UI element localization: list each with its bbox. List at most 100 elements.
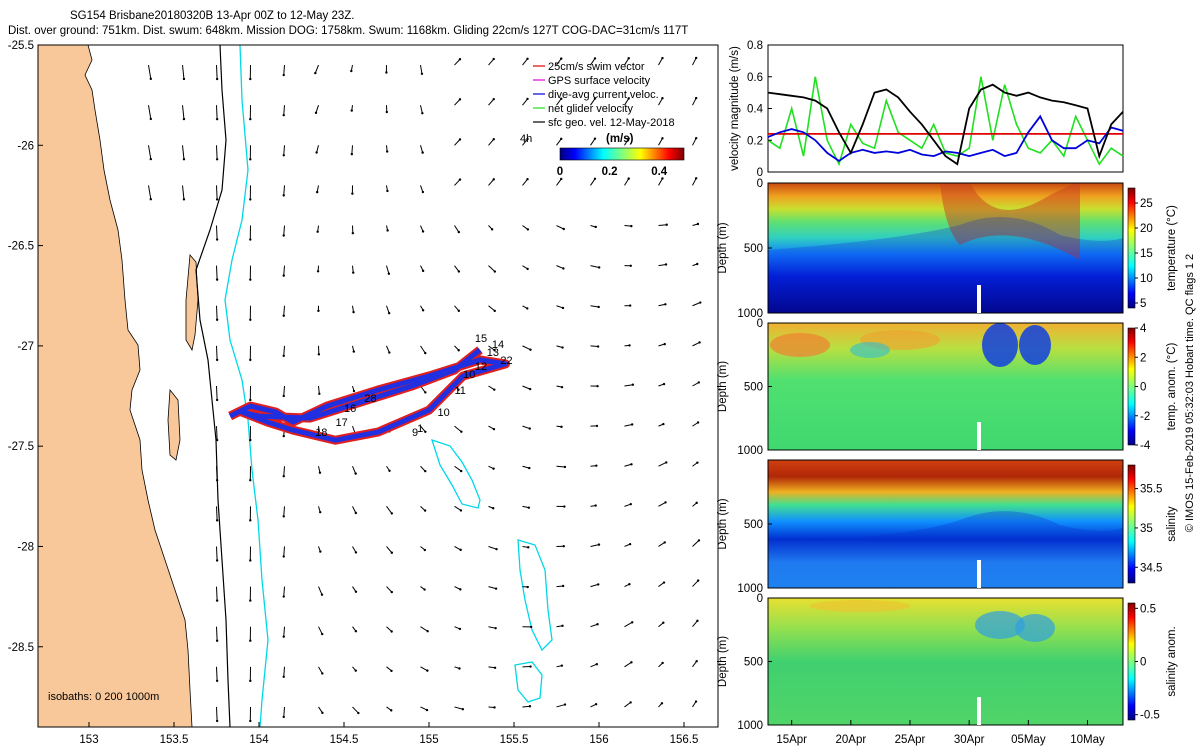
velocity-arrow-head [595,464,598,467]
velocity-arrow [386,305,390,314]
velocity-arrow [148,105,152,120]
velocity-arrow [692,97,697,106]
velocity-arrow-head [696,619,699,623]
velocity-arrow [522,98,528,106]
velocity-arrow [624,57,630,66]
velocity-arrow-head [282,635,285,638]
velocity-arrow [692,178,697,186]
velocity-arrow-head [249,198,252,201]
velocity-arrow-head [249,117,252,121]
velocity-arrow [148,64,152,79]
velocity-arrow-head [492,427,496,431]
colorbar-tick-label: 0 [1140,382,1146,394]
velocity-arrow-head [630,423,634,426]
velocity-arrow-head [594,702,598,706]
velocity-arrow-head [495,547,498,551]
velocity-arrow [420,425,426,433]
colorbar-label: salinity [1166,506,1178,541]
velocity-arrow-head [493,270,497,273]
salinity-field [768,460,1123,588]
velocity-arrow [216,265,218,280]
velocity-arrow [420,105,423,114]
velocity-arrow [420,145,424,153]
velocity-arrow-head [593,137,597,140]
velocity-arrow [386,546,393,554]
day-label: 1 [417,423,423,435]
sal-anomaly-salty-blob [810,600,910,612]
velocity-arrow-head [597,543,601,546]
map-colorbar-tick: 0 [557,166,563,178]
velocity-arrow [283,145,285,156]
velocity-arrow-head [663,342,666,346]
velocity-arrow-head [423,588,426,591]
velocity-arrow-head [459,509,463,512]
velocity-arrow-head [697,539,701,542]
velocity-arrow-head [560,385,564,389]
velocity-arrow-head [249,519,252,522]
map-xtick-label: 155.5 [500,734,529,746]
velocity-arrow-head [560,97,563,100]
velocity-arrow-head [457,349,460,352]
velocity-arrow-head [628,304,632,307]
velocity-arrow-head [493,349,496,352]
velocity-arrow-head [351,231,355,235]
velocity-arrow-head [426,669,429,672]
velocity-arrow [454,99,461,106]
velocity-arrow-head [628,344,631,347]
heatmap-ytick-label: 0 [757,593,763,605]
velocity-arrow-head [594,504,597,507]
map-ytick-label: -27 [17,341,34,353]
day-label: 12 [475,361,487,373]
salinity-panel [768,460,1123,588]
velocity-arrow-head [526,307,529,310]
velocity-arrow-head [627,57,630,60]
heatmap-ytick-label: 500 [744,243,763,255]
velocity-arrow [351,145,353,155]
velocity-arrow-head [457,309,461,313]
velocity-arrow-head [282,274,285,277]
velocity-arrow [283,385,285,397]
day-label: 13 [487,347,499,359]
velocity-arrow-head [695,659,698,663]
velocity-arrow [522,705,530,708]
velocity-ylabel: velocity magnitude (m/s) [729,46,741,171]
velocity-arrow [692,137,697,146]
velocity-arrow-head [629,502,632,506]
velocity-arrow-head [215,679,219,683]
heatmap-ytick-label: 1000 [737,308,763,320]
velocity-arrow-head [630,224,633,228]
velocity-arrow [216,586,218,601]
velocity-arrow-head [662,621,665,624]
velocity-arrow-head [527,546,530,549]
heatmap-ylabel: Depth (m) [717,222,729,273]
velocity-arrow-head [694,700,698,703]
legend-interval: 4h [520,133,532,145]
velocity-arrow-head [593,97,597,100]
velocity-arrow-head [629,264,632,268]
velocity-arrow-head [421,112,424,115]
velocity-arrow-head [149,117,152,121]
velocity-arrow-head [385,150,389,153]
velocity-arrow [590,265,600,268]
velocity-arrow-head [563,703,567,706]
velocity-arrow-head [215,599,219,602]
velocity-arrow-head [385,110,389,114]
velocity-arrow-head [215,438,219,442]
velocity-arrow [454,465,462,472]
heatmap-colorbar [1127,602,1136,721]
velocity-arrow-head [215,719,219,723]
velocity-arrow-head [597,305,600,309]
map-ytick-label: -28 [17,541,34,553]
velocity-arrow-head [529,348,532,351]
velocity-arrow-head [319,510,322,514]
velocity-arrow [420,626,428,632]
velocity-arrow [216,305,218,320]
velocity-arrow-head [388,469,391,472]
map-ytick-label: -27.5 [8,441,34,453]
heatmap-colorbar [1127,464,1136,584]
velocity-ytick-label: 0.8 [747,40,763,52]
temperature-deep-layer [768,217,1123,313]
day-label: 11 [455,385,466,397]
map-xtick-label: 155 [419,734,438,746]
